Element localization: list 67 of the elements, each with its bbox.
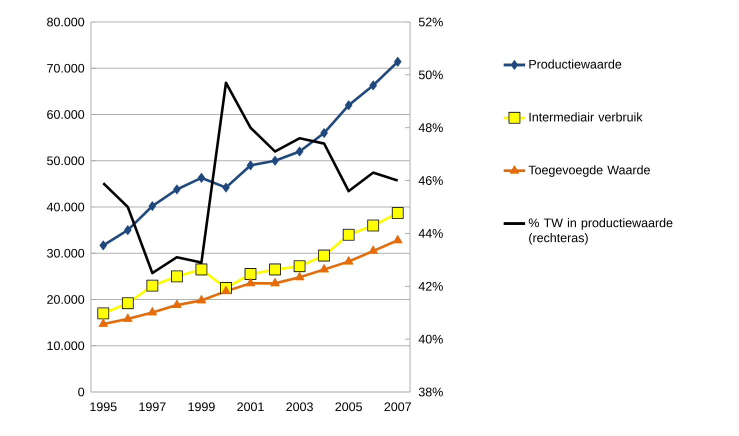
point [393, 234, 402, 244]
point [196, 264, 208, 276]
point [344, 100, 352, 110]
point [171, 270, 183, 282]
y-tick-label: 80.000 [47, 18, 84, 26]
point [369, 80, 377, 90]
x-tick-label: 2007 [384, 402, 411, 412]
point [246, 160, 254, 170]
point [98, 318, 108, 327]
y2-tick-label: 48% [418, 123, 443, 132]
point [270, 278, 280, 286]
x-tick-label: 2003 [286, 402, 313, 412]
point [97, 307, 110, 320]
y-tick-label: 60.000 [47, 110, 84, 119]
point [123, 314, 133, 322]
point [269, 264, 281, 276]
y-tick-label: 30.000 [47, 248, 84, 258]
point [146, 280, 158, 292]
point [392, 207, 404, 219]
y2-tick-label: 40% [418, 334, 443, 344]
legend-label: Intermediair verbruik [530, 112, 643, 122]
y-tick-label: 40.000 [46, 202, 84, 212]
y2-tick-label: 44% [418, 229, 443, 238]
line-series [102, 81, 400, 274]
point [319, 264, 329, 272]
point [148, 307, 158, 316]
y-tick-label: 0 [78, 388, 84, 396]
point [148, 201, 156, 211]
point [198, 172, 206, 183]
legend-label: Productiewaarde [529, 59, 622, 69]
point [367, 220, 380, 232]
point [394, 56, 402, 67]
x-tick-label: 2005 [335, 402, 362, 412]
x-tick-label: 1999 [188, 402, 215, 412]
point [344, 256, 354, 264]
y-tick-label: 20.000 [47, 295, 84, 304]
point [294, 260, 306, 272]
point [294, 272, 304, 280]
point [222, 182, 230, 192]
x-tick-label: 1997 [139, 402, 166, 412]
y2-tick-label: 42% [418, 282, 443, 291]
point [368, 246, 378, 254]
legend-label: Toegevoegde Waarde [528, 165, 650, 177]
point [296, 146, 304, 156]
point [318, 250, 330, 262]
y2-tick-label: 38% [418, 388, 443, 396]
y2-tick-label: 50% [418, 70, 443, 80]
legend-label: % TW in productiewaarde (rechteras) [528, 218, 672, 245]
point [342, 228, 355, 241]
point [173, 184, 181, 194]
point [246, 278, 256, 286]
y-tick-label: 70.000 [47, 64, 84, 73]
point [196, 295, 206, 304]
point [221, 286, 231, 294]
y2-tick-label: 52% [418, 18, 443, 26]
point [100, 240, 108, 250]
point [172, 300, 182, 308]
point [271, 156, 279, 166]
y-tick-label: 10.000 [48, 341, 84, 350]
point [244, 268, 256, 280]
point [122, 297, 134, 310]
x-tick-label: 2001 [237, 402, 264, 412]
point [320, 128, 328, 138]
y2-tick-label: 46% [418, 176, 443, 185]
point [124, 225, 132, 236]
y-tick-label: 50.000 [47, 156, 84, 166]
x-tick-label: 1995 [90, 402, 117, 412]
